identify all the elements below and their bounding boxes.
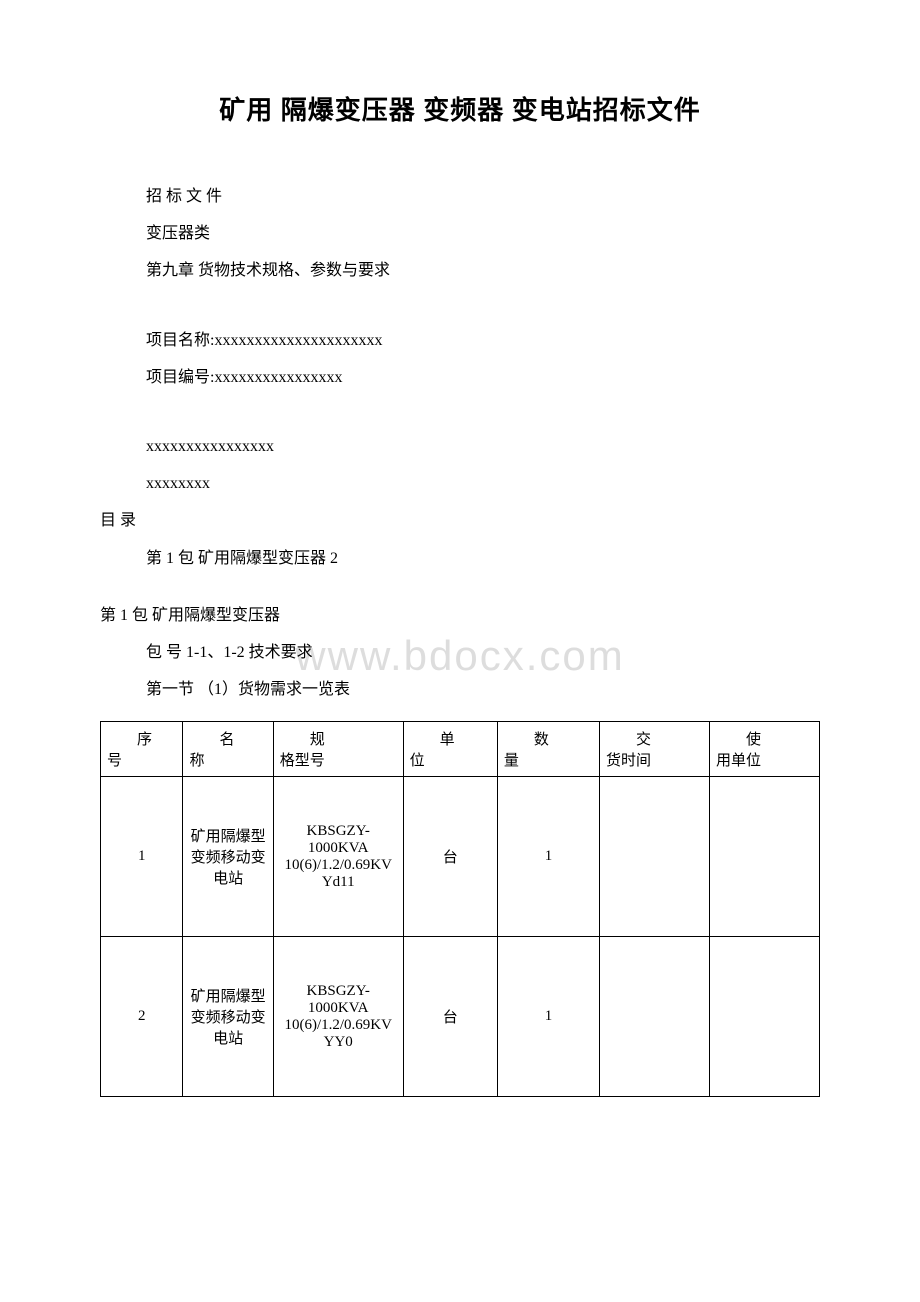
line-toc-heading: 目 录 [100,503,820,538]
header-user-b: 用单位 [716,749,813,770]
header-name-b: 称 [189,749,266,770]
cell-qty: 1 [497,777,599,937]
cell-delivery [600,777,710,937]
cell-user [709,777,819,937]
header-spec: 规 格型号 [273,722,403,777]
cell-name: 矿用隔爆型变频移动变电站 [183,937,273,1097]
goods-table: 序 号 名 称 规 格型号 单 位 数 量 交 货时间 [100,721,820,1097]
header-delivery-b: 货时间 [606,749,703,770]
line-chapter: 第九章 货物技术规格、参数与要求 [100,253,820,288]
line-category: 变压器类 [100,216,820,251]
document-content: 矿用 隔爆变压器 变频器 变电站招标文件 招 标 文 件 变压器类 第九章 货物… [100,90,820,1097]
line-placeholder-1: xxxxxxxxxxxxxxxx [100,429,820,464]
table-row: 1 矿用隔爆型变频移动变电站 KBSGZY-1000KVA 10(6)/1.2/… [101,777,820,937]
cell-seq: 1 [101,777,183,937]
cell-user [709,937,819,1097]
cell-unit: 台 [403,777,497,937]
cell-spec: KBSGZY-1000KVA 10(6)/1.2/0.69KV YY0 [273,937,403,1097]
line-package-heading: 第 1 包 矿用隔爆型变压器 [100,598,820,633]
header-unit-a: 单 [410,728,491,749]
line-project-name: 项目名称:xxxxxxxxxxxxxxxxxxxxx [100,323,820,358]
cell-spec: KBSGZY-1000KVA 10(6)/1.2/0.69KV Yd11 [273,777,403,937]
line-package-number: 包 号 1-1、1-2 技术要求 [100,635,820,670]
page-title: 矿用 隔爆变压器 变频器 变电站招标文件 [100,90,820,127]
line-project-number: 项目编号:xxxxxxxxxxxxxxxx [100,360,820,395]
line-tender-doc: 招 标 文 件 [100,179,820,214]
cell-qty: 1 [497,937,599,1097]
header-user: 使 用单位 [709,722,819,777]
header-qty-b: 量 [504,749,593,770]
header-spec-b: 格型号 [280,749,397,770]
header-unit-b: 位 [410,749,491,770]
header-spec-a: 规 [280,728,397,749]
header-delivery-a: 交 [606,728,703,749]
header-name-a: 名 [189,728,266,749]
table-header-row: 序 号 名 称 规 格型号 单 位 数 量 交 货时间 [101,722,820,777]
header-user-a: 使 [716,728,813,749]
cell-unit: 台 [403,937,497,1097]
header-seq-b: 号 [107,749,176,770]
header-seq-a: 序 [107,728,176,749]
line-section-1: 第一节 （1）货物需求一览表 [100,672,820,707]
header-qty-a: 数 [504,728,593,749]
cell-seq: 2 [101,937,183,1097]
header-delivery: 交 货时间 [600,722,710,777]
table-row: 2 矿用隔爆型变频移动变电站 KBSGZY-1000KVA 10(6)/1.2/… [101,937,820,1097]
header-unit: 单 位 [403,722,497,777]
header-qty: 数 量 [497,722,599,777]
header-name: 名 称 [183,722,273,777]
header-seq: 序 号 [101,722,183,777]
cell-delivery [600,937,710,1097]
line-placeholder-2: xxxxxxxx [100,466,820,501]
line-toc-item: 第 1 包 矿用隔爆型变压器 2 [100,541,820,576]
cell-name: 矿用隔爆型变频移动变电站 [183,777,273,937]
